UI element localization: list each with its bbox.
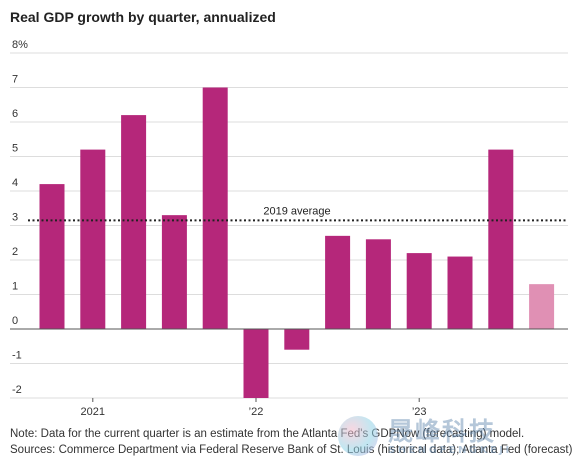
- chart-title: Real GDP growth by quarter, annualized: [10, 9, 276, 25]
- bar: [80, 149, 106, 329]
- note-text: Note: Data for the current quarter is an…: [10, 428, 525, 440]
- y-tick-label: 2: [12, 246, 18, 258]
- x-tick-label: ’22: [249, 406, 264, 418]
- sources-text: Sources: Commerce Department via Federal…: [10, 444, 573, 456]
- y-tick-label: 7: [12, 74, 18, 86]
- watermark-en-text: SHENGFENGKEJI: [388, 445, 512, 456]
- bar: [447, 256, 473, 329]
- x-tick-label: 2021: [81, 406, 105, 418]
- bar: [161, 215, 187, 329]
- y-tick-label: -1: [12, 350, 22, 362]
- bar: [406, 253, 432, 329]
- bar: [284, 329, 310, 350]
- bar: [243, 329, 269, 398]
- y-tick-label: 4: [12, 177, 18, 189]
- y-tick-label: 0: [12, 315, 18, 327]
- bar: [365, 239, 391, 329]
- y-tick-label: 5: [12, 143, 18, 155]
- y-tick-label: 1: [12, 281, 18, 293]
- y-tick-label: 8%: [12, 39, 28, 51]
- y-tick-label: 6: [12, 108, 18, 120]
- bar: [488, 149, 514, 329]
- y-tick-label: -2: [12, 384, 22, 396]
- bar: [325, 235, 351, 329]
- watermark-globe-icon: [338, 416, 378, 456]
- reference-line-label: 2019 average: [263, 205, 330, 217]
- x-tick-label: ’23: [412, 406, 427, 418]
- bar: [121, 115, 147, 329]
- bar: [39, 184, 65, 329]
- bar-forecast: [529, 284, 555, 329]
- watermark-logo: 晟峰科技 SHENGFENGKEJI: [338, 412, 538, 464]
- bar: [202, 87, 228, 329]
- y-tick-label: 3: [12, 212, 18, 224]
- watermark-cn-text: 晟峰科技: [388, 417, 497, 446]
